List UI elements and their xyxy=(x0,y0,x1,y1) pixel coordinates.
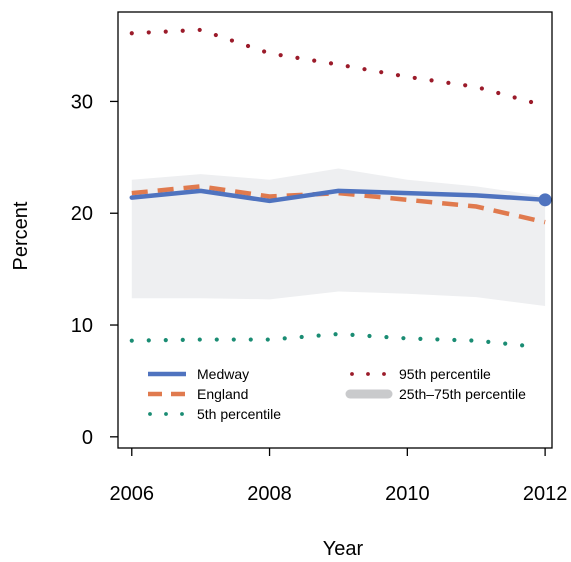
legend-label-england: England xyxy=(197,386,248,402)
x-axis-title: Year xyxy=(323,538,364,560)
legend-label-5th-percentile: 5th percentile xyxy=(197,406,281,422)
series-line-5th-percentile xyxy=(129,331,534,349)
y-axis-title: Percent xyxy=(10,201,32,270)
legend-label-95th-percentile: 95th percentile xyxy=(399,366,491,382)
band-25th-75th-percentile xyxy=(131,168,546,307)
y-tick-label: 0 xyxy=(82,427,93,449)
x-tick-label: 2012 xyxy=(523,483,568,505)
x-tick-label: 2010 xyxy=(385,483,430,505)
legend-label-25th-75th-percentile: 25th–75th percentile xyxy=(399,386,526,402)
y-tick-label: 10 xyxy=(71,315,93,337)
series-line-england xyxy=(131,184,546,225)
highlight-point xyxy=(538,193,552,207)
x-tick-label: 2006 xyxy=(110,483,155,505)
plot-frame xyxy=(117,11,553,449)
legend-label-medway: Medway xyxy=(197,366,249,382)
series-line-95th-percentile xyxy=(129,27,548,109)
y-tick-label: 30 xyxy=(71,91,93,113)
x-tick-label: 2008 xyxy=(247,483,292,505)
y-tick-label: 20 xyxy=(71,203,93,225)
series-line-medway xyxy=(129,188,548,204)
